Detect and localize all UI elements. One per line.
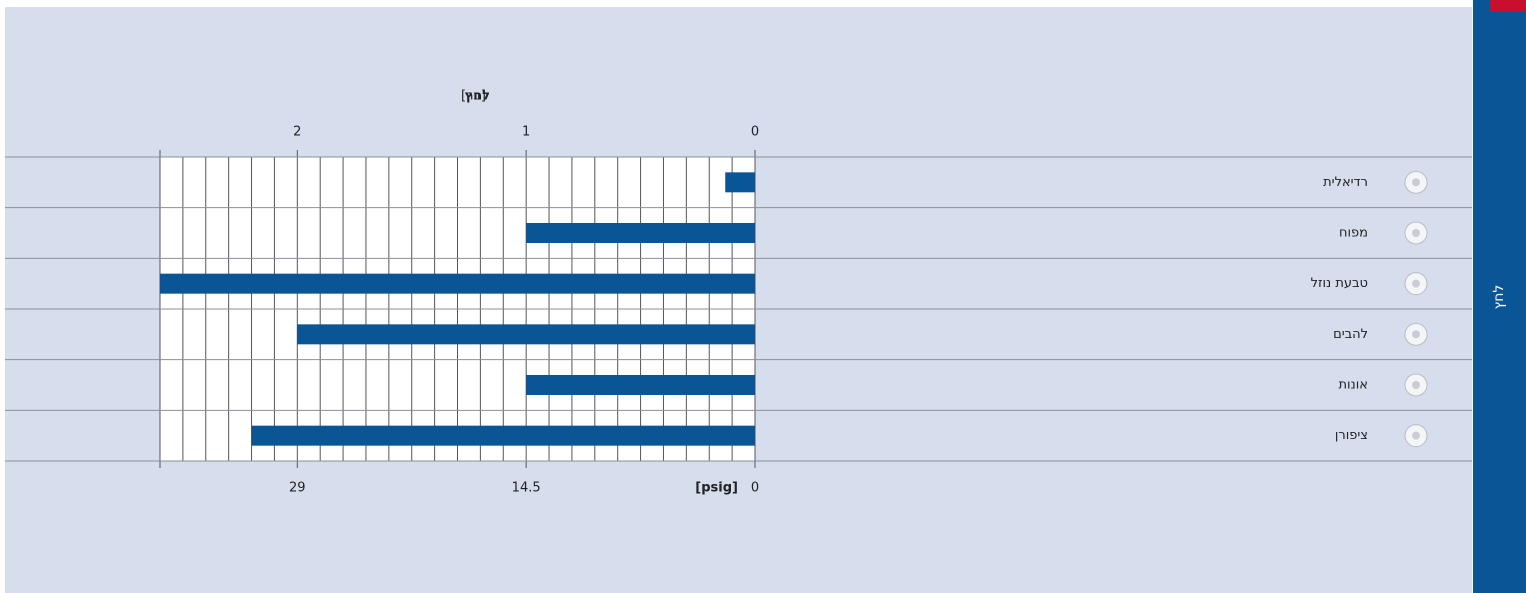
category-icon-hub — [1412, 279, 1420, 288]
x2-tick-label: 0 — [751, 481, 759, 496]
category-icon-hub — [1412, 229, 1420, 237]
category-label: רדיאלית — [1323, 175, 1368, 190]
category-label: טבעת נוזל — [1311, 276, 1368, 291]
category-label: מפוח — [1339, 226, 1368, 241]
x2-label: [psig] — [695, 481, 738, 496]
category-label: להבים — [1333, 327, 1368, 342]
bar — [526, 375, 755, 395]
bar — [160, 273, 755, 294]
axis-title: לחץ — [465, 89, 490, 104]
x-tick-label: 1 — [522, 125, 530, 140]
category-label: ציפורן — [1335, 428, 1368, 443]
bar — [297, 324, 755, 345]
category-icon-hub — [1412, 178, 1420, 187]
category-icon-hub — [1412, 330, 1420, 339]
x-tick-label: 2 — [293, 125, 301, 140]
x2-tick-label: 29 — [289, 481, 306, 496]
bar — [526, 223, 755, 243]
bar — [251, 425, 756, 446]
side-tab-label: לחץ — [1491, 285, 1507, 310]
category-icon-hub — [1412, 381, 1420, 389]
x-tick-label: 0 — [751, 125, 759, 140]
axis-unit: [בר] — [461, 89, 486, 104]
category-icon-hub — [1412, 431, 1420, 440]
category-label: אונות — [1338, 378, 1368, 393]
x2-tick-label: 14.5 — [512, 481, 541, 496]
corner-mark — [1490, 0, 1526, 12]
side-tab — [1473, 0, 1526, 593]
bar — [725, 172, 755, 193]
